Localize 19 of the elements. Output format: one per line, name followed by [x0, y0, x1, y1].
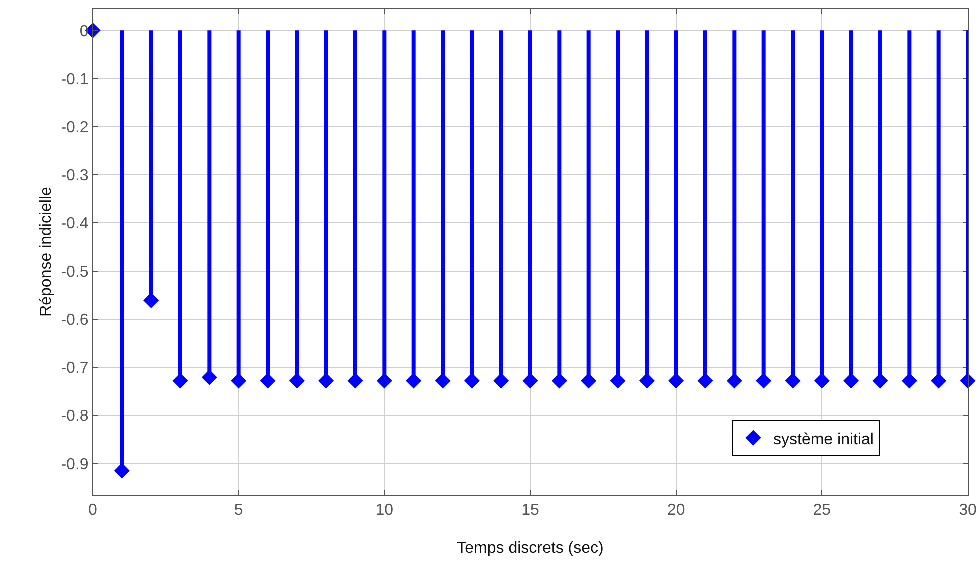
y-tick-label: -0.9	[61, 456, 89, 474]
y-axis-title: Réponse indicielle	[38, 186, 55, 317]
y-tick-label: -0.8	[61, 408, 89, 426]
x-tick-label: 30	[959, 502, 977, 520]
legend-label: système initial	[774, 431, 874, 448]
x-axis-title: Temps discrets (sec)	[457, 540, 604, 557]
x-tick-label: 10	[376, 502, 394, 520]
y-tick-label: -0.6	[61, 312, 89, 329]
y-tick-label: -0.4	[61, 216, 89, 233]
x-tick-label: 25	[813, 502, 832, 520]
y-tick-label: -0.1	[61, 71, 89, 88]
x-tick-label: 15	[522, 502, 540, 520]
y-tick-label: -0.7	[61, 360, 89, 378]
y-tick-label: -0.5	[61, 264, 89, 281]
y-tick-label: -0.3	[61, 168, 89, 185]
y-tick-label: 0	[80, 23, 89, 40]
x-tick-label: 5	[234, 502, 244, 520]
x-tick-label: 20	[667, 502, 686, 520]
y-tick-label: -0.2	[61, 119, 89, 136]
